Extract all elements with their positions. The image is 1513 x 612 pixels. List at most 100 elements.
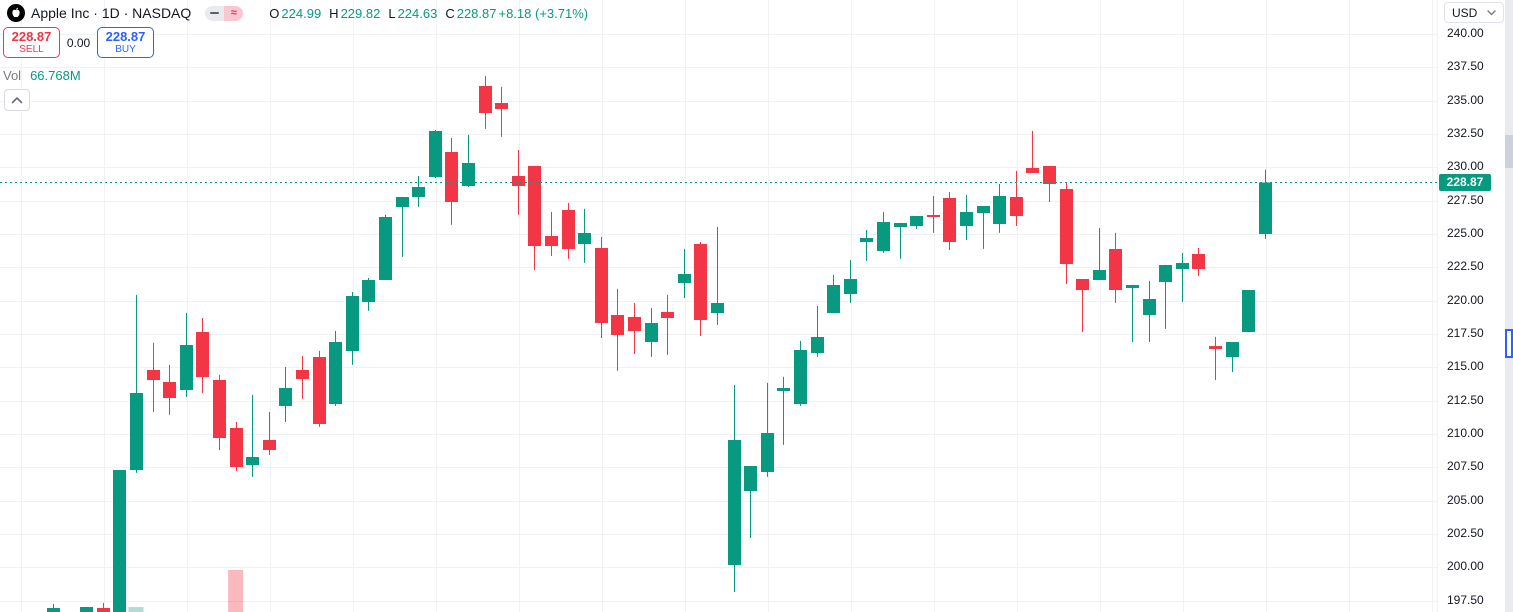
currency-label: USD	[1452, 5, 1478, 20]
currency-selector[interactable]: USD	[1444, 2, 1504, 23]
candle-body	[744, 465, 757, 491]
price-tick-label: 240.00	[1447, 26, 1484, 40]
candle-body	[246, 456, 259, 465]
sell-price: 228.87	[11, 28, 52, 44]
candle-body	[445, 151, 458, 202]
ohlc-readout: O 224.99 H 229.82 L 224.63 C 228.87 +8.18 (+3.71…	[261, 6, 588, 21]
candle-body	[1109, 248, 1122, 290]
candle-body	[545, 235, 558, 246]
candle-body	[213, 379, 226, 438]
candle-body	[296, 369, 309, 379]
ohlc-field-value: 224.63	[397, 5, 438, 21]
price-tick-label: 225.00	[1447, 225, 1484, 240]
candle-body	[97, 607, 110, 612]
candle-body	[528, 165, 541, 246]
candle-body	[263, 439, 276, 450]
candle-body	[1209, 345, 1222, 349]
candle-body	[1192, 253, 1205, 269]
ohlc-field-label: L	[388, 5, 396, 21]
candle-body	[495, 102, 508, 109]
candle-body	[844, 278, 857, 294]
candle-body	[993, 195, 1006, 224]
candle-body	[163, 381, 176, 398]
candle-body	[113, 469, 126, 612]
candle-body	[628, 316, 641, 331]
candle-body	[1076, 278, 1089, 290]
buy-label: BUY	[115, 44, 136, 56]
ohlc-field-label: C	[445, 5, 455, 21]
candle-body	[761, 432, 774, 472]
scroll-marker[interactable]	[1505, 329, 1513, 358]
candle-body	[595, 247, 608, 323]
candle-body	[412, 186, 425, 197]
indicator-visibility-pill[interactable]: ≈	[205, 5, 244, 21]
candle-body	[1176, 262, 1189, 269]
price-tick-label: 197.50	[1447, 592, 1484, 607]
candle-body	[1159, 264, 1172, 282]
apple-logo-icon	[7, 4, 25, 22]
candle-body	[794, 349, 807, 404]
candle-body	[230, 427, 243, 467]
candle-body	[379, 216, 392, 280]
candle-body	[960, 211, 973, 226]
symbol-title[interactable]: Apple Inc · 1D · NASDAQ	[31, 5, 192, 21]
candle-body	[1093, 269, 1106, 280]
candle-body	[1143, 298, 1156, 315]
sell-button[interactable]: 228.87 SELL	[3, 27, 60, 58]
price-tick-label: 232.50	[1447, 125, 1484, 140]
price-tick-label: 227.50	[1447, 192, 1484, 207]
candle-body	[279, 387, 292, 406]
candle-body	[1043, 165, 1056, 184]
candle-body	[894, 222, 907, 227]
chart-legend: Apple Inc · 1D · NASDAQ ≈ O 224.99 H 229.82…	[7, 3, 588, 23]
axis-separator	[1437, 0, 1438, 612]
ohlc-field-label: O	[269, 5, 280, 21]
candle-body	[1060, 188, 1073, 264]
candle-body	[1242, 289, 1255, 332]
chart-canvas[interactable]	[0, 0, 1440, 612]
candle-body	[429, 130, 442, 177]
candle-body	[1259, 182, 1272, 235]
candle-body	[80, 606, 93, 612]
price-tick-label: 217.50	[1447, 325, 1484, 340]
candle-body	[611, 314, 624, 335]
scrollbar-segment	[1505, 135, 1513, 168]
candle-body	[694, 243, 707, 320]
candle-body	[977, 205, 990, 213]
price-tick-label: 205.00	[1447, 492, 1484, 507]
ohlc-field-value: 229.82	[340, 5, 381, 21]
candle-body	[562, 209, 575, 249]
candle-body	[777, 387, 790, 391]
candle-body	[711, 302, 724, 313]
candle-body	[196, 331, 209, 377]
candle-body	[910, 215, 923, 226]
candle-body	[943, 197, 956, 242]
price-tick-label: 212.50	[1447, 392, 1484, 407]
collapse-pane-button[interactable]	[4, 89, 30, 111]
candle-body	[47, 607, 60, 612]
volume-label: Vol	[3, 68, 22, 83]
candle-body	[728, 439, 741, 565]
candle-body	[180, 344, 193, 390]
approx-indicator-icon[interactable]: ≈	[224, 5, 244, 21]
price-tick-label: 202.50	[1447, 525, 1484, 540]
spread-value: 0.00	[66, 35, 91, 50]
candle-body	[578, 232, 591, 244]
candle-body	[645, 322, 658, 342]
price-tick-label: 215.00	[1447, 359, 1484, 374]
price-tick-label: 207.50	[1447, 459, 1484, 474]
hide-indicator-icon[interactable]	[205, 5, 225, 21]
candle-body	[512, 175, 525, 186]
candle-body	[927, 214, 940, 217]
candle-body	[147, 369, 160, 380]
price-axis[interactable]: USD 240.00 237.50 235.00 232.50 230.00 227.50…	[1438, 0, 1505, 612]
chevron-up-icon	[11, 97, 23, 104]
candle-body	[1010, 196, 1023, 216]
candle-body	[860, 237, 873, 242]
window-edge-strip	[1505, 0, 1513, 612]
candle-body	[329, 341, 342, 404]
buy-button[interactable]: 228.87 BUY	[97, 27, 154, 58]
ohlc-field-label: H	[329, 5, 339, 21]
candle-body	[811, 336, 824, 353]
